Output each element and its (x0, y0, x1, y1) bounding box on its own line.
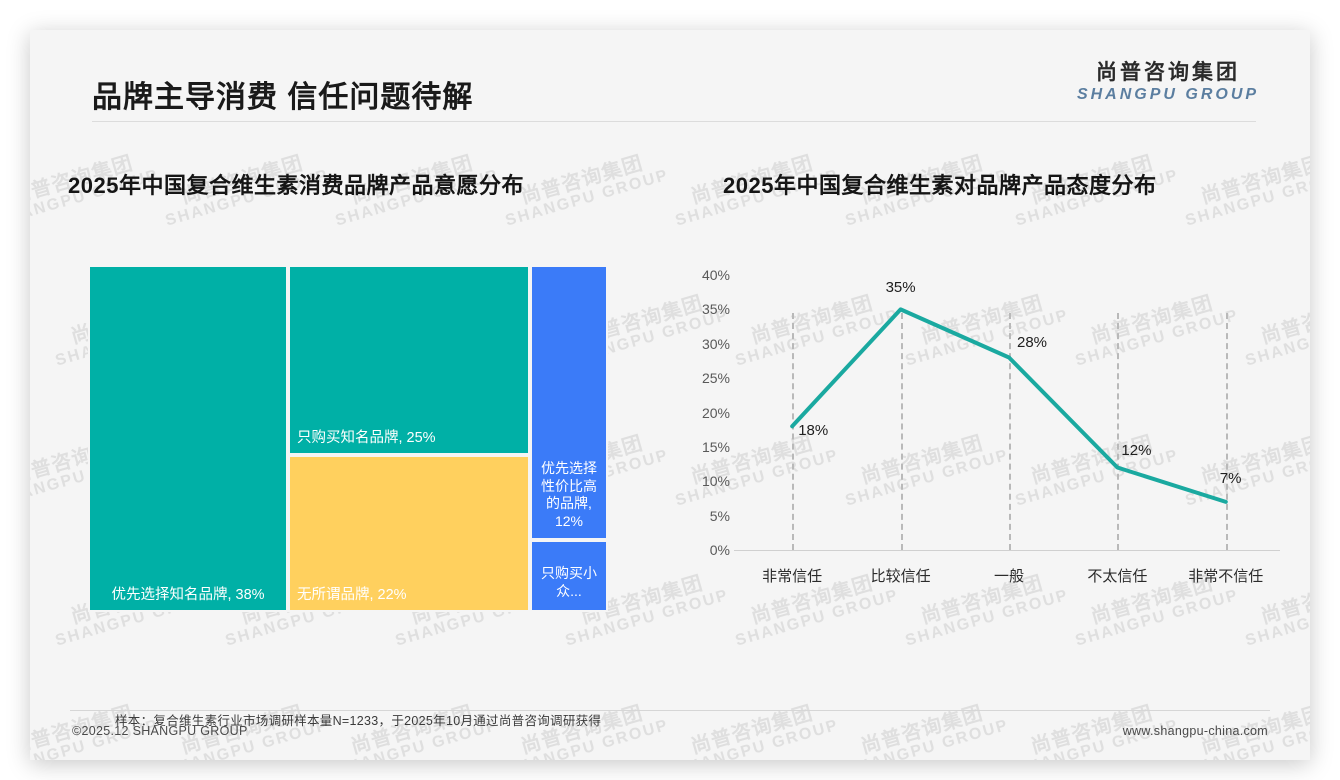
x-axis-tick-label: 非常不信任 (1188, 568, 1264, 585)
treemap-cell[interactable]: 只购买知名品牌, 25% (288, 265, 530, 455)
data-point-label: 12% (1121, 441, 1152, 459)
y-axis-tick-label: 0% (709, 542, 730, 558)
line-chart: 0% 5% 10% 15% 20% 25% 30% 35% 40% 非常信任 比较信任 一般 不太信任… (660, 265, 1280, 615)
slide-footer: ©2025.12 SHANGPU GROUP www.shangpu-china… (30, 712, 1310, 760)
y-axis-tick-label: 10% (701, 473, 730, 490)
data-point-label: 28% (1017, 333, 1048, 351)
treemap-chart: 优先选择知名品牌, 38% 只购买知名品牌, 25% 无所谓品牌, 22% 优先选择性… (88, 265, 608, 612)
treemap-cell-label: 只购买知名品牌, 25% (297, 429, 436, 446)
treemap-cell[interactable]: 无所谓品牌, 22% (288, 455, 530, 612)
y-axis-tick-label: 20% (701, 404, 730, 421)
footer-website: www.shangpu-china.com (1122, 724, 1268, 738)
page-title: 品牌主导消费 信任问题待解 (92, 81, 474, 114)
y-axis-tick-label: 25% (701, 370, 730, 387)
treemap-cell[interactable]: 只购买小众... (530, 540, 608, 612)
line-series-path (790, 307, 1228, 504)
treemap-cell-label: 优先选择知名品牌, 38% (111, 586, 265, 603)
slide-header: 品牌主导消费 信任问题待解 尚普咨询集团 SHANGPU GROUP (30, 30, 1310, 122)
data-point-label: 35% (885, 279, 916, 297)
left-chart-title: 2025年中国复合维生素消费品牌产品意愿分布 (68, 173, 524, 198)
y-axis-tick-label: 40% (701, 267, 730, 283)
header-divider (92, 121, 1256, 122)
x-axis-tick-label: 不太信任 (1087, 568, 1148, 585)
vertical-gridline (1117, 313, 1120, 550)
right-chart-title: 2025年中国复合维生素对品牌产品态度分布 (723, 173, 1157, 198)
footnote-divider (70, 710, 1270, 711)
x-axis-tick-label: 比较信任 (870, 568, 931, 585)
slide-canvas: 尚普咨询集团 SHANGPU GROUP 尚普咨询集团 SHANGPU GROUP 尚普… (30, 30, 1310, 760)
sample-footnote: 样本：复合维生素行业市场调研样本量N=1233，于2025年10月通过尚普咨询调… (115, 714, 602, 728)
logo-english-text: SHANGPU GROUP (1076, 86, 1260, 104)
treemap-cell-label: 优先选择性价比高的品牌, 12% (541, 460, 597, 529)
x-axis-line (734, 550, 1280, 551)
y-axis-tick-label: 30% (701, 335, 730, 352)
logo-chinese-text: 尚普咨询集团 (1096, 61, 1240, 84)
treemap-cell-label: 无所谓品牌, 22% (297, 586, 407, 603)
vertical-gridline (792, 313, 795, 550)
y-axis-tick-label: 15% (701, 438, 730, 455)
data-point-label: 7% (1219, 469, 1242, 487)
y-axis-tick-label: 35% (701, 301, 730, 318)
treemap-cell[interactable]: 优先选择性价比高的品牌, 12% (530, 265, 608, 540)
y-axis-tick-label: 5% (709, 507, 730, 524)
vertical-gridline (900, 313, 903, 550)
footer-copyright: ©2025.12 SHANGPU GROUP (72, 724, 248, 738)
treemap-cell[interactable]: 优先选择知名品牌, 38% (88, 265, 288, 612)
x-axis-tick-label: 非常信任 (762, 568, 823, 585)
x-axis-tick-label: 一般 (993, 568, 1025, 585)
vertical-gridline (1225, 313, 1228, 550)
brand-logo: 尚普咨询集团 SHANGPU GROUP (1068, 61, 1268, 104)
treemap-cell-label: 只购买小众... (541, 565, 597, 599)
line-plot-area (738, 265, 1280, 550)
data-point-label: 18% (798, 422, 829, 440)
vertical-gridline (1009, 313, 1011, 550)
